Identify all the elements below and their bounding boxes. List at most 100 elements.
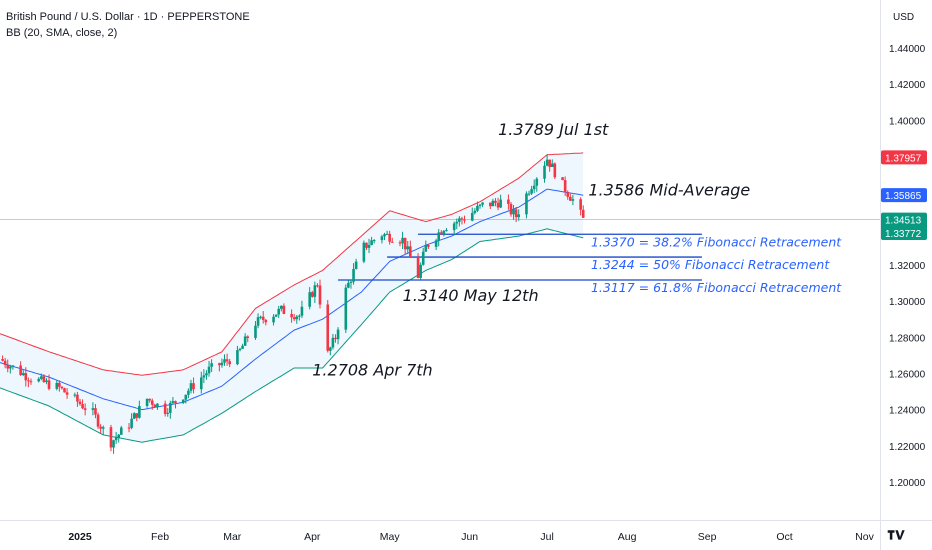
candle-body [243,336,247,346]
candle-body [509,203,513,215]
candle-body [550,163,554,167]
price-axis-tick: 1.42000 [889,80,926,91]
candle-body [434,240,438,247]
candle-body [290,313,293,318]
candle-body [427,244,430,247]
time-axis-separator [0,520,932,521]
fibonacci-label: 1.3244 = 50% Fibonacci Retracement [591,257,830,272]
candle-body [256,317,260,326]
candle-body [581,209,585,218]
candle-body [264,319,268,323]
indicator-legend[interactable]: BB (20, SMA, close, 2) [6,27,118,39]
fibonacci-label: 1.3117 = 61.8% Fibonacci Retracement [591,280,842,295]
candle-body [316,285,319,287]
price-axis-separator [880,0,881,550]
candle-body [362,242,366,262]
candle-body [367,244,371,248]
chart-annotation: 1.3586 Mid-Average [588,180,750,199]
candle-body [347,282,350,288]
price-axis-tick: 1.30000 [889,297,926,308]
candle-body [349,281,353,283]
candle-body [336,329,340,340]
candle-body [261,316,265,320]
currency-label[interactable]: USD [893,12,915,23]
bollinger-upper-line [0,152,584,376]
candle-body [202,375,206,378]
candle-body [135,413,139,418]
candle-body [416,257,420,278]
candle-body [455,221,459,224]
candle-body [63,388,66,393]
candle-body [370,240,373,245]
candle-body [300,306,304,316]
time-axis-tick: Sep [698,531,717,543]
candle-body [19,365,22,376]
time-axis-tick: Aug [618,531,637,543]
candle-body [73,394,77,396]
candle-body [310,292,314,297]
candle-body [174,401,177,403]
bollinger-lower-line [0,228,584,443]
candle-body [463,219,466,221]
time-axis-tick: Jun [461,531,478,543]
candle-body [344,287,348,330]
candle-body [481,202,484,205]
candle-body [223,359,226,363]
price-axis-tick: 1.40000 [889,116,926,127]
candle-body [150,400,154,405]
candle-body [254,325,257,338]
symbol-legend[interactable]: British Pound / U.S. Dollar · 1D · PEPPE… [6,11,250,23]
candle-body [507,199,510,204]
price-axis-label [881,188,927,203]
candle-body [470,213,474,221]
candle-body [532,185,536,190]
candle-body [29,381,33,383]
candle-body [55,382,59,389]
candle-body [298,315,301,317]
candle-body [21,373,25,376]
candle-body [352,268,355,282]
candle-body [94,408,97,415]
candle-body [148,398,151,401]
candle-body [205,373,208,376]
candle-body [566,192,570,197]
candle-body [192,383,195,390]
candle-body [473,210,477,214]
candle-body [525,193,528,215]
candle-body [99,426,102,429]
candle-body [24,373,28,381]
candle-body [132,413,136,419]
candle-body [579,199,582,210]
price-axis-tick: 1.32000 [889,261,926,272]
candle-body [181,399,185,403]
candle-body [220,362,224,366]
candle-body [1,359,4,361]
candle-body [169,402,172,413]
candle-body [419,264,422,278]
candle-body [130,418,133,428]
candle-body [548,159,551,167]
time-axis-tick: Feb [151,531,169,543]
candle-body [308,292,311,307]
price-axis-label-text: 1.37957 [885,153,922,164]
candle-body [78,401,82,405]
candle-body [545,159,549,166]
candle-body [153,404,157,408]
price-axis-tick: 1.26000 [889,369,926,380]
candle-body [494,200,497,203]
candle-body [60,386,64,389]
candle-body [329,347,332,351]
price-axis-tick: 1.28000 [889,333,926,344]
candle-body [403,237,407,250]
candle-body [478,204,482,206]
candle-body [259,316,262,318]
candle-body [491,200,495,207]
candle-body [156,403,159,408]
candle-body [385,233,389,235]
candle-body [238,348,242,351]
candle-body [76,394,79,402]
candle-body [246,336,250,338]
candle-body [58,382,61,387]
candle-body [39,376,43,379]
